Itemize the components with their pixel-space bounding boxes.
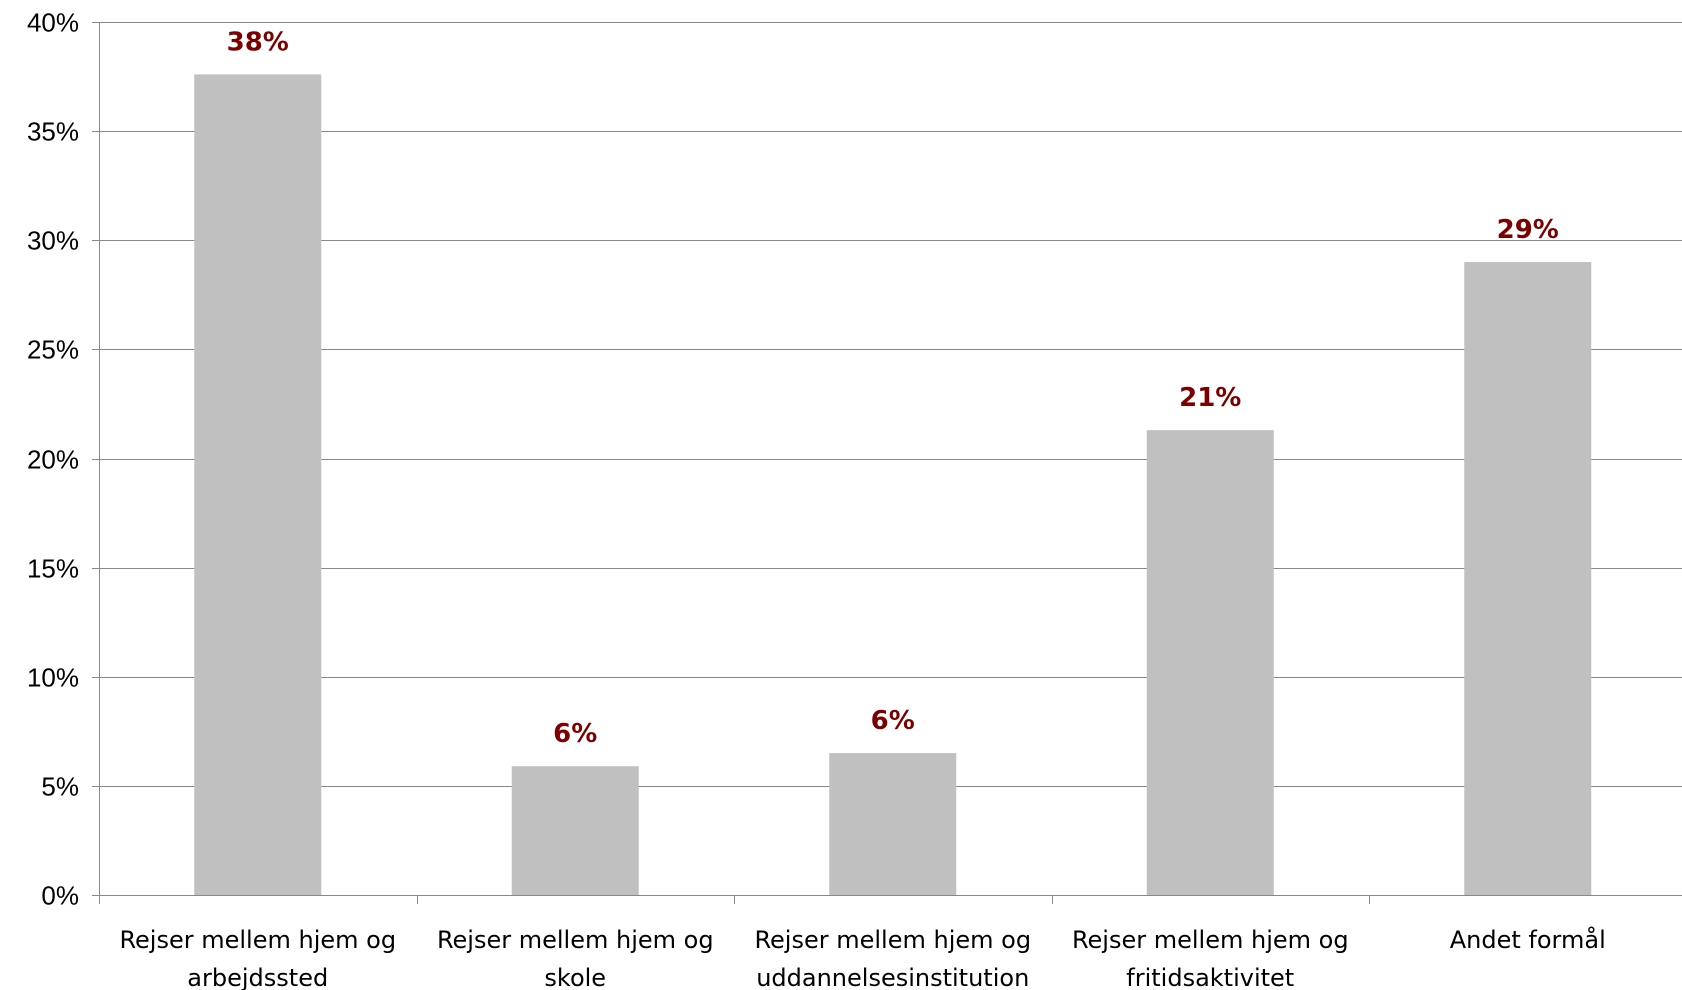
x-category-label: Andet formål [1450,925,1606,954]
x-category-label-line: Rejser mellem hjem og [1072,926,1349,954]
y-tick-label: 25% [27,335,79,365]
bar [511,766,639,895]
y-tick-label: 0% [41,881,79,911]
x-category-label-line: skole [544,964,606,990]
y-tick-label: 40% [27,8,79,38]
bars [194,74,1592,895]
gridlines [99,22,1682,787]
bar [1464,262,1592,895]
x-category-label-line: Andet formål [1450,925,1606,954]
x-category-label-line: Rejser mellem hjem og [754,926,1031,954]
data-label: 6% [871,706,915,736]
x-category-label-line: Rejser mellem hjem og [437,926,714,954]
x-category-label: Rejser mellem hjem og arbejdssted [119,926,396,990]
bar [1146,430,1274,895]
y-axis-tick-labels: 0% 5% 10% 15% 20% 25% 30% 35% 40% [27,8,79,911]
data-label: 21% [1179,383,1241,413]
x-category-label: Rejser mellem hjem og fritidsaktivitet [1072,926,1349,990]
y-tick-label: 5% [41,772,79,802]
bar [829,753,957,895]
data-label: 6% [553,719,597,749]
x-category-label-line: Rejser mellem hjem og [119,926,396,954]
x-category-label-line: fritidsaktivitet [1126,964,1294,990]
x-category-label: Rejser mellem hjem og uddannelsesinstitut… [754,926,1031,990]
x-category-label-line: arbejdssted [187,964,328,990]
data-label: 29% [1497,215,1559,245]
x-category-label-line: uddannelsesinstitution [756,964,1029,990]
y-tick-label: 30% [27,226,79,256]
x-category-label: Rejser mellem hjem og skole [437,926,714,990]
y-tick-label: 15% [27,554,79,584]
y-tick-label: 10% [27,663,79,693]
bar [194,74,322,895]
data-labels: 38% 6% 6% 21% 29% [227,27,1559,749]
axes [92,22,1682,904]
data-label: 38% [227,27,289,57]
y-tick-label: 20% [27,445,79,475]
y-tick-label: 35% [27,117,79,147]
